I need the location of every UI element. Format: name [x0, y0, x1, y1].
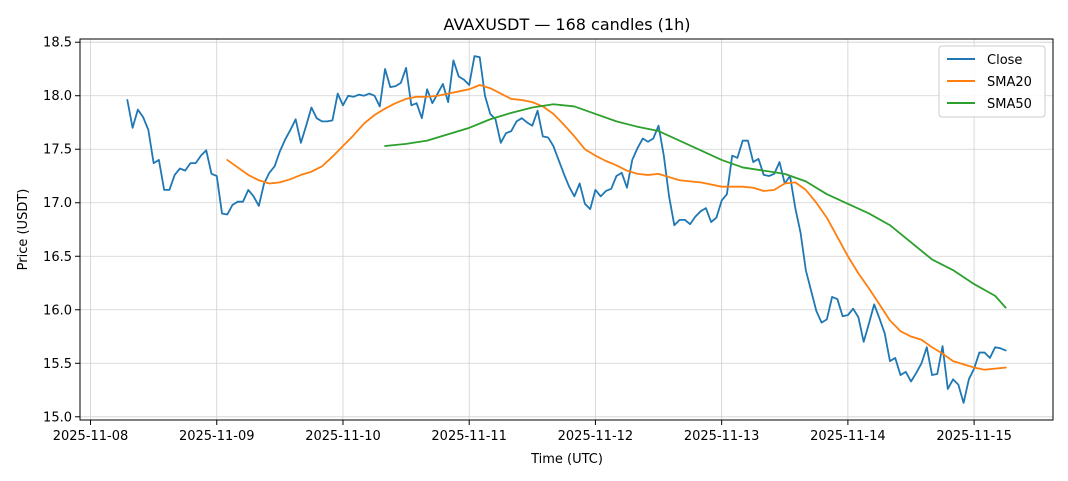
y-axis: 15.0 15.5 16.0 16.5 17.0 17.5 18.0 18.5	[43, 36, 80, 425]
series-line-sma50	[384, 103, 1007, 309]
y-tick-label: 16.5	[43, 250, 72, 265]
x-tick-label: 2025-11-12	[558, 429, 634, 444]
plot-area-frame	[79, 38, 1054, 421]
y-tick-label: 18.5	[43, 36, 72, 51]
series-line-close	[126, 55, 1007, 404]
legend-label-close: Close	[987, 53, 1022, 68]
x-tick-label: 2025-11-15	[936, 429, 1012, 444]
y-axis-label: Price (USDT)	[16, 189, 31, 271]
x-tick-label: 2025-11-11	[431, 429, 507, 444]
x-tick-label: 2025-11-08	[53, 429, 129, 444]
y-tick-label: 16.0	[43, 303, 72, 318]
y-tick-label: 15.0	[43, 410, 72, 425]
series-lines	[126, 55, 1007, 404]
legend-box	[938, 45, 1046, 118]
x-tick-label: 2025-11-10	[305, 429, 381, 444]
y-tick-label: 17.0	[43, 196, 72, 211]
legend: Close SMA20 SMA50	[938, 45, 1046, 118]
x-axis-label: Time (UTC)	[530, 452, 603, 467]
x-tick-label: 2025-11-09	[179, 429, 255, 444]
x-tick-label: 2025-11-14	[810, 429, 886, 444]
legend-label-sma20: SMA20	[987, 75, 1032, 90]
x-axis: 2025-11-08 2025-11-09 2025-11-10 2025-11-11…	[53, 420, 1012, 444]
legend-label-sma50: SMA50	[987, 97, 1032, 112]
y-tick-label: 18.0	[43, 89, 72, 104]
chart-title: AVAXUSDT — 168 candles (1h)	[444, 15, 691, 34]
x-tick-label: 2025-11-13	[684, 429, 760, 444]
series-line-sma20	[226, 84, 1007, 371]
y-tick-label: 17.5	[43, 143, 72, 158]
y-tick-label: 15.5	[43, 357, 72, 372]
